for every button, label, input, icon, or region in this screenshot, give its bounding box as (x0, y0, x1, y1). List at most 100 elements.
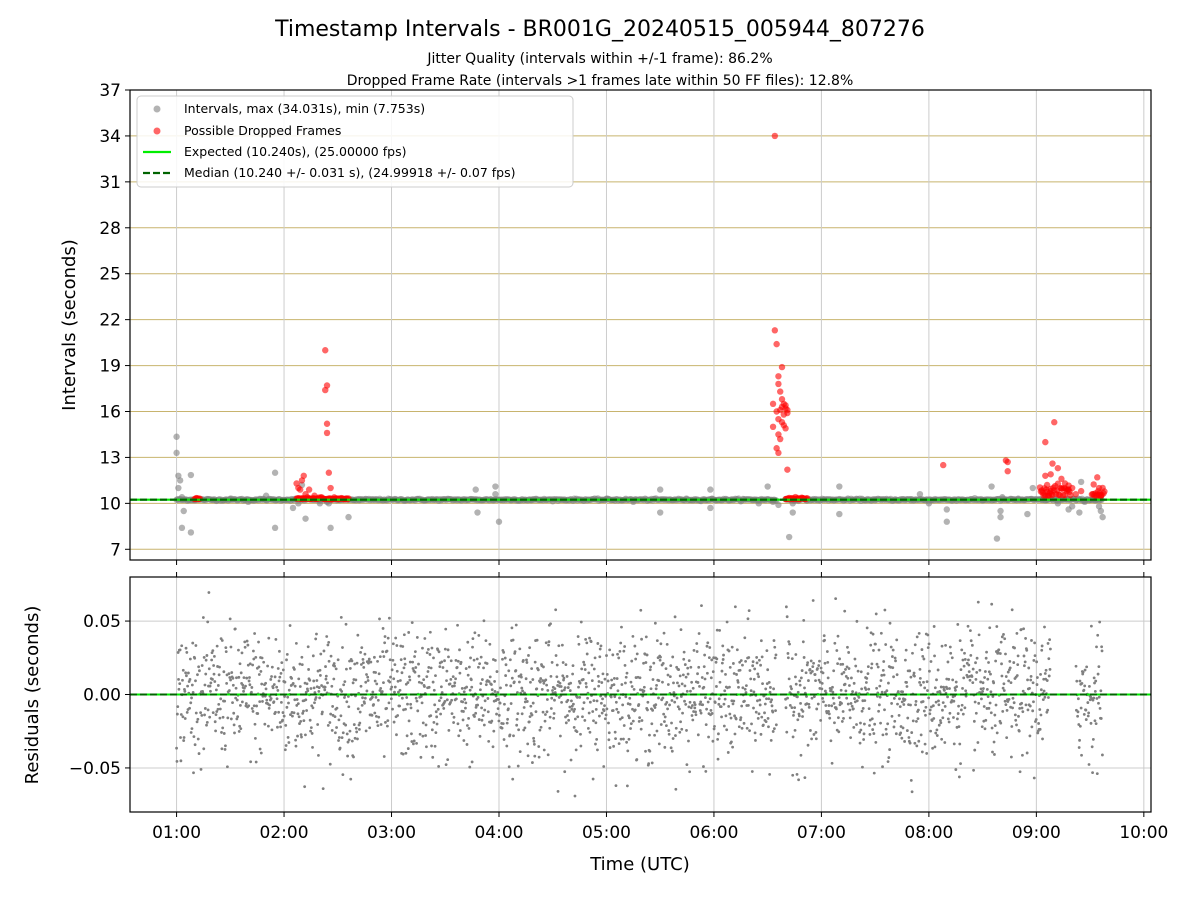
residual-point (521, 689, 524, 693)
residual-point (234, 686, 238, 690)
residual-point (667, 729, 671, 732)
residual-point (1038, 708, 1042, 711)
residual-point (564, 715, 567, 719)
residual-point (959, 762, 962, 766)
residual-point (536, 668, 540, 672)
residual-point (468, 688, 472, 692)
residual-point (244, 702, 248, 705)
residual-point (1022, 654, 1026, 658)
residual-point (386, 636, 390, 640)
residual-point (540, 687, 544, 691)
residual-point (942, 685, 946, 689)
residual-point (703, 653, 707, 657)
residual-point (686, 666, 690, 670)
residual-point (687, 659, 691, 663)
residual-point (597, 680, 601, 683)
residual-point (398, 688, 402, 692)
residual-point (257, 665, 261, 669)
residual-point (231, 701, 234, 705)
residual-point (1000, 674, 1004, 678)
residual-point (819, 718, 823, 722)
residual-point (449, 701, 452, 704)
residual-point (730, 645, 734, 649)
residual-point (505, 721, 509, 725)
residual-point (966, 624, 970, 628)
residual-point (1006, 700, 1010, 703)
residual-point (681, 673, 685, 677)
residual-point (434, 674, 437, 678)
residual-point (387, 616, 391, 620)
residual-point (731, 662, 735, 665)
residual-point (443, 699, 447, 703)
intervals-y-tick-label: 10 (99, 494, 121, 514)
residual-point (1081, 670, 1085, 674)
residual-point (673, 615, 677, 619)
residual-point (942, 688, 946, 692)
residual-point (505, 744, 509, 748)
residual-point (300, 663, 304, 667)
residual-point (347, 705, 351, 709)
residual-point (415, 741, 418, 745)
residual-point (625, 671, 629, 675)
residual-point (1013, 713, 1017, 717)
residual-point (379, 686, 383, 690)
residual-point (516, 764, 520, 768)
residual-point (615, 707, 619, 711)
residual-point (1030, 725, 1034, 729)
residual-point (524, 677, 528, 681)
residual-point (1033, 641, 1037, 645)
residual-point (905, 681, 908, 684)
residual-point (807, 702, 811, 706)
residual-point (887, 681, 890, 685)
residual-point (967, 670, 971, 674)
residual-point (723, 697, 727, 701)
residual-point (331, 705, 335, 708)
residual-point (454, 677, 457, 681)
residual-point (680, 727, 684, 731)
residual-point (983, 676, 986, 679)
residual-point (479, 682, 483, 685)
residual-point (413, 655, 416, 658)
residual-point (831, 690, 835, 694)
residual-point (737, 685, 740, 689)
residual-point (1044, 668, 1048, 672)
x-tick-label: 03:00 (367, 823, 416, 843)
residual-point (827, 710, 830, 713)
residual-point (1048, 638, 1052, 642)
residual-point (644, 749, 647, 753)
residual-point (279, 725, 283, 729)
residual-point (704, 769, 708, 773)
dropped-frame-point (327, 484, 334, 492)
residual-point (705, 671, 709, 675)
residual-point (295, 704, 299, 707)
residual-point (663, 745, 667, 749)
residual-point (701, 703, 705, 707)
residual-point (291, 714, 294, 718)
residual-point (1046, 642, 1050, 645)
interval-point (707, 486, 714, 493)
interval-point (657, 509, 664, 516)
residual-point (702, 765, 705, 768)
residual-point (457, 734, 461, 738)
residual-point (935, 728, 939, 732)
residual-point (567, 718, 571, 722)
residual-point (348, 667, 352, 670)
residual-point (515, 723, 519, 727)
residual-point (755, 661, 759, 665)
residual-point (385, 649, 389, 653)
residual-point (969, 629, 972, 633)
residual-point (642, 689, 646, 693)
interval-point (345, 513, 352, 521)
residual-point (378, 617, 381, 621)
residual-point (990, 602, 994, 606)
residual-point (883, 708, 886, 712)
residual-point (282, 714, 286, 718)
residual-point (765, 649, 769, 652)
residual-point (222, 732, 226, 735)
residual-point (447, 728, 451, 732)
residual-point (937, 703, 941, 707)
residual-point (870, 717, 874, 721)
residual-point (679, 695, 683, 698)
residual-point (452, 684, 456, 688)
residual-point (752, 677, 756, 681)
